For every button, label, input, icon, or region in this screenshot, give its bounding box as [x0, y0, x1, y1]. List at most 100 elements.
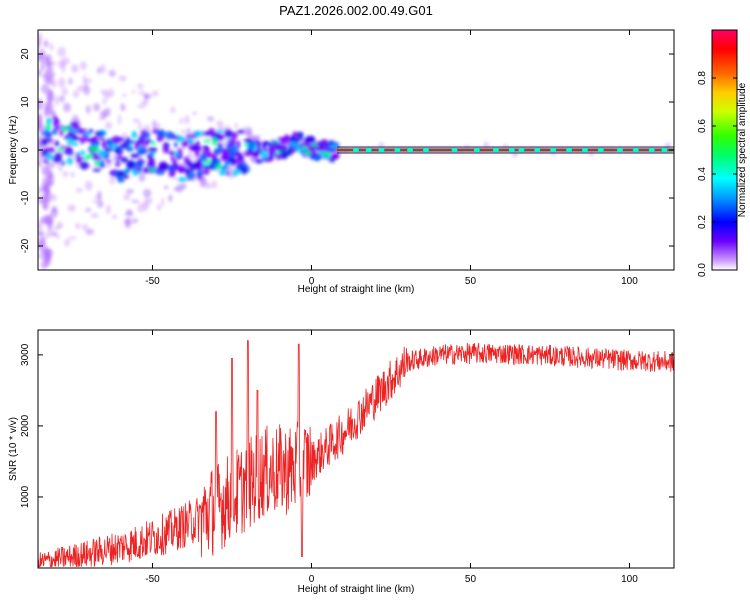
spectrogram-cell — [151, 90, 159, 97]
spectrogram-cell — [42, 158, 49, 164]
spectrogram-cell — [38, 230, 45, 237]
spectrogram-cell — [40, 61, 45, 71]
spectrogram-cell — [68, 236, 77, 240]
spectrogram-cell — [63, 238, 71, 247]
spectrogram-cell — [161, 197, 165, 207]
spectrogram-cell — [243, 138, 253, 144]
colorbar-tick-label: 0.6 — [697, 119, 708, 133]
spectrogram-cell — [138, 91, 146, 96]
carrier-node — [518, 147, 525, 153]
carrier-node — [648, 147, 655, 153]
spectrogram-cell — [54, 140, 60, 147]
spectrogram-cell — [187, 137, 194, 145]
spectrogram-cell — [92, 152, 98, 160]
spectrogram-cell — [102, 109, 108, 119]
spectrogram-cell — [196, 169, 204, 178]
spectrogram-cell — [45, 54, 52, 68]
spectrogram-cell — [108, 69, 116, 77]
spectrogram-cell — [59, 95, 65, 103]
spectrogram-cell — [178, 136, 186, 142]
spectrogram-cell — [124, 211, 134, 217]
spectrogram-cell — [72, 121, 80, 131]
spectrogram-cell — [181, 128, 185, 136]
spectrogram-cell — [132, 167, 138, 177]
spectrogram-cell — [117, 170, 126, 178]
spectrogram-cell — [131, 130, 138, 139]
spectrogram-cell — [49, 231, 58, 237]
spectrogram-cell — [185, 168, 191, 175]
snr-x-tick-label: 0 — [309, 574, 315, 585]
spectrogram-x-tick-label: 0 — [309, 276, 315, 287]
colorbar-tick-label: 0.0 — [697, 263, 708, 277]
spectrogram-panel: -50 0 50 100 -20 -10 0 10 20 Height of straight … — [8, 29, 675, 295]
spectrogram-x-tick-label: 50 — [465, 276, 477, 287]
spectrogram-cell — [248, 141, 255, 149]
spectrogram-cell — [85, 153, 95, 159]
spectrogram-cell — [151, 140, 156, 146]
spectrogram-cell — [252, 135, 261, 140]
spectrogram-cell — [137, 83, 144, 90]
snr-x-tick-label: 50 — [465, 574, 477, 585]
spectrogram-carrier — [336, 146, 674, 154]
spectrogram-cell — [156, 129, 166, 138]
spectrogram-cell — [52, 115, 58, 124]
spectrogram-cell — [201, 167, 210, 176]
spectrogram-cell — [40, 236, 46, 245]
spectrogram-cell — [191, 146, 201, 150]
spectrogram-cell — [38, 98, 44, 111]
spectrogram-cell — [183, 156, 190, 165]
snr-x-label: Height of straight line (km) — [298, 584, 415, 595]
spectrogram-cell — [117, 114, 122, 126]
spectrogram-cell — [192, 163, 202, 167]
spectrogram-cell — [46, 117, 53, 125]
spectrogram-cell — [137, 203, 146, 213]
snr-x-tick-label: 100 — [621, 574, 638, 585]
snr-panel: -50 0 50 100 1000 2000 3000 Height of straight… — [8, 329, 675, 595]
spectrogram-cell — [122, 93, 127, 97]
spectrogram-cell — [163, 185, 169, 190]
spectrogram-cell — [132, 218, 139, 224]
spectrogram-cell — [228, 157, 237, 164]
spectrogram-x-label: Height of straight line (km) — [298, 284, 415, 295]
spectrogram-cell — [217, 129, 225, 134]
spectrogram-cell — [121, 105, 127, 111]
snr-x-tick-label: -50 — [145, 574, 160, 585]
snr-axes: -50 0 50 100 1000 2000 3000 — [20, 330, 674, 585]
spectrogram-cell — [111, 214, 118, 220]
spectrogram-cell — [137, 104, 147, 109]
spectrogram-cell — [105, 121, 113, 130]
spectrogram-cell — [114, 162, 121, 167]
spectrogram-cell — [141, 101, 149, 105]
spectrogram-cell — [123, 193, 131, 201]
spectrogram-cell — [185, 134, 196, 140]
spectrogram-cell — [71, 142, 79, 147]
spectrogram-cell — [109, 175, 116, 185]
spectrogram-cell — [130, 153, 140, 159]
spectrogram-cell — [322, 153, 328, 159]
snr-series-line — [38, 340, 674, 568]
spectrogram-cell — [212, 180, 218, 189]
spectrogram-cell — [38, 49, 46, 63]
spectrogram-cell — [101, 140, 108, 149]
spectrogram-cell — [61, 87, 68, 96]
spectrogram-cell — [68, 77, 73, 86]
spectrogram-cell — [78, 128, 88, 133]
spectrogram-cell — [54, 95, 60, 106]
carrier-node — [422, 147, 429, 153]
carrier-node — [597, 147, 604, 153]
spectrogram-cell — [85, 207, 92, 213]
spectrogram-cell — [144, 139, 153, 144]
spectrogram-cell — [52, 121, 60, 127]
spectrogram-cell — [93, 159, 101, 167]
spectrogram-cell — [111, 135, 122, 145]
spectrogram-cell — [66, 156, 74, 165]
spectrogram-cell — [219, 171, 225, 176]
spectrogram-cell — [113, 148, 120, 153]
spectrogram-cell — [127, 140, 137, 144]
spectrogram-cell — [79, 136, 86, 144]
carrier-node — [492, 147, 499, 153]
spectrogram-cell — [70, 171, 75, 178]
carrier-node — [550, 147, 557, 153]
spectrogram-cell — [168, 194, 173, 203]
